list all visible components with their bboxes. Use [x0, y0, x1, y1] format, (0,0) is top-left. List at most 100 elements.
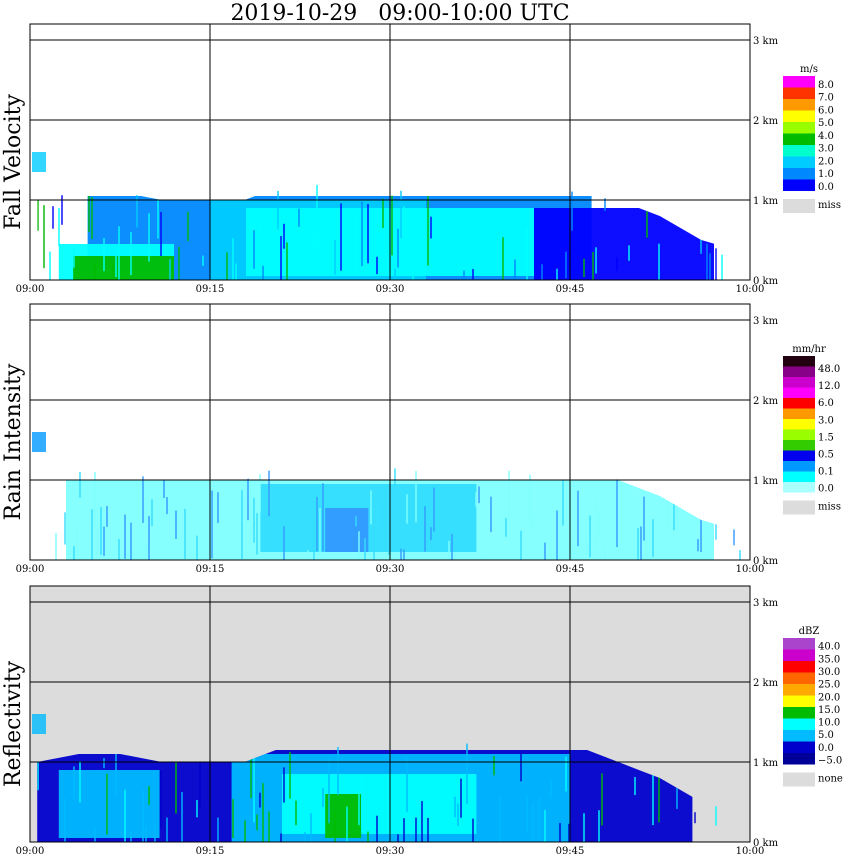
echo-speckle [37, 182, 39, 231]
echo-speckle [256, 513, 258, 555]
legend-miss-swatch [783, 199, 815, 213]
x-tick-label: 09:00 [16, 564, 45, 575]
echo-speckle [541, 264, 543, 280]
echo-speckle [646, 193, 648, 238]
echo-speckle [55, 532, 57, 560]
legend-swatch [783, 377, 815, 388]
echo-speckle [568, 823, 570, 842]
echo-speckle [334, 812, 336, 842]
echo-speckle [73, 248, 75, 268]
echo-speckle [115, 753, 117, 797]
legend-label: 6.0 [818, 398, 834, 409]
echo-speckle [130, 231, 132, 276]
echo-speckle [136, 188, 138, 228]
legend-swatch [783, 440, 815, 451]
echo-speckle [508, 470, 510, 522]
echo-speckle [211, 490, 213, 559]
echo-speckle [322, 483, 324, 552]
echo-speckle [196, 535, 198, 560]
legend-label: 25.0 [818, 680, 840, 691]
echo-speckle [106, 773, 108, 835]
legend-swatch [783, 156, 815, 168]
echo-speckle [391, 195, 393, 256]
echo-speckle [340, 203, 342, 271]
echo-speckle [304, 832, 306, 842]
echo-speckle [658, 243, 660, 280]
echo-speckle [148, 516, 150, 560]
echo-patch [32, 714, 46, 734]
echo-speckle [112, 263, 114, 280]
echo-speckle [592, 251, 594, 280]
echo-speckle [103, 238, 105, 272]
echo-speckle [397, 834, 399, 842]
echo-speckle [244, 820, 246, 842]
echo-speckle [88, 195, 90, 233]
legend-swatch [783, 387, 815, 398]
echo-speckle [310, 813, 312, 842]
legend-swatch [783, 99, 815, 111]
echo-speckle [307, 550, 309, 560]
echo-speckle [733, 523, 735, 546]
x-tick-label: 09:30 [376, 284, 405, 295]
echo-speckle [520, 752, 522, 782]
echo-speckle [478, 486, 480, 504]
y-tick-label: 1 km [753, 476, 779, 487]
echo-speckle [247, 469, 249, 521]
echo-speckle [448, 540, 450, 560]
legend-swatch [783, 408, 815, 419]
legend-label: 0.5 [818, 449, 834, 460]
echo-speckle [346, 806, 348, 842]
echo-speckle [94, 826, 96, 842]
y-tick-label: 3 km [753, 36, 779, 47]
x-tick-label: 09:45 [556, 564, 585, 575]
x-tick-label: 09:15 [196, 846, 225, 857]
y-tick-label: 2 km [753, 116, 779, 127]
echo-speckle [430, 527, 432, 541]
echo-speckle [166, 817, 168, 842]
echo-speckle [154, 824, 156, 842]
echo-speckle [217, 492, 219, 523]
echo-speckle [571, 191, 573, 231]
echo-speckle [532, 802, 534, 842]
legend-swatch [783, 419, 815, 430]
legend-swatch [783, 695, 815, 707]
legend-label: 48.0 [818, 364, 840, 375]
echo-speckle [280, 833, 282, 842]
legend-swatch [783, 450, 815, 461]
echo-speckle [106, 505, 108, 527]
echo-speckle [652, 760, 654, 826]
echo-speckle [169, 259, 171, 280]
echo-speckle [550, 778, 552, 799]
echo-speckle [313, 516, 315, 560]
echo-speckle [235, 263, 237, 280]
echo-speckle [388, 528, 390, 556]
x-tick-label: 10:00 [736, 284, 765, 295]
echo-speckle [583, 258, 585, 277]
echo-region [37, 743, 717, 842]
echo-speckle [451, 533, 453, 560]
echo-speckle [241, 490, 243, 560]
legend-label: 0.0 [818, 743, 834, 754]
legend-swatch [783, 179, 815, 191]
echo-speckle [595, 497, 597, 548]
echo-speckle [406, 758, 408, 812]
echo-speckle [184, 508, 186, 559]
echo-speckle [76, 523, 78, 556]
echo-speckle [160, 211, 162, 257]
echo-speckle [100, 507, 102, 555]
x-tick-label: 09:00 [16, 284, 45, 295]
echo-speckle [262, 783, 264, 842]
echo-speckle [565, 756, 567, 792]
echo-speckle [322, 788, 324, 807]
legend-swatch [783, 366, 815, 377]
echo-speckle [319, 508, 321, 557]
echo-cell [73, 256, 174, 280]
echo-speckle [250, 754, 252, 799]
echo-speckle [598, 509, 600, 537]
legend-label: 7.0 [818, 93, 834, 104]
legend-label: 20.0 [818, 692, 840, 703]
echo-speckle [418, 224, 420, 242]
legend-label: 1.0 [818, 169, 834, 180]
echo-speckle [424, 506, 426, 552]
echo-speckle [559, 822, 561, 842]
